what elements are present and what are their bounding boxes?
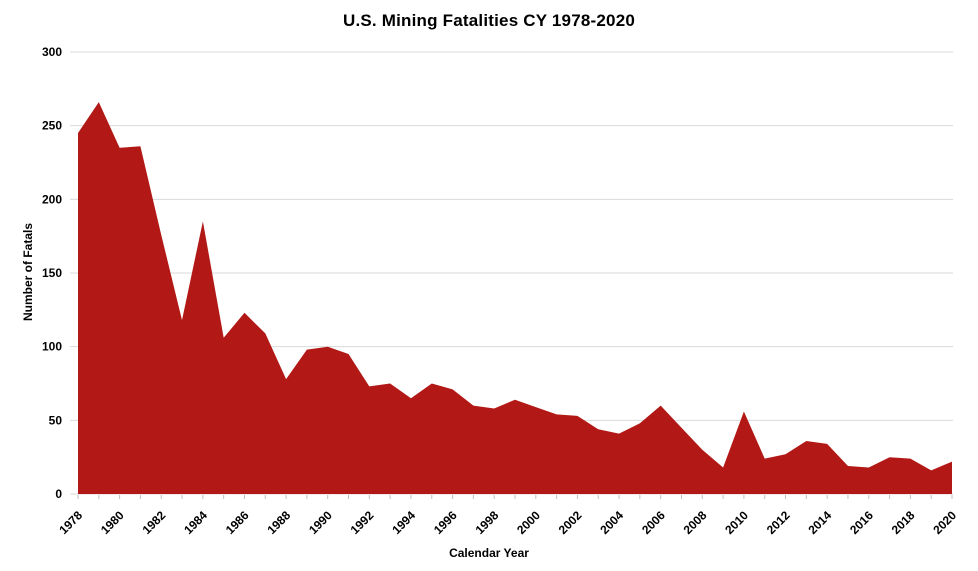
- x-tick-label: 1992: [348, 508, 377, 537]
- x-tick-label: 2000: [514, 508, 543, 537]
- x-tick-label: 1996: [431, 508, 460, 537]
- y-tick-label: 300: [42, 45, 62, 59]
- x-tick-label: 2018: [889, 508, 918, 537]
- x-tick-label: 1980: [98, 508, 127, 537]
- x-tick-label: 1994: [389, 508, 418, 537]
- x-tick-label: 2010: [722, 508, 751, 537]
- chart-title: U.S. Mining Fatalities CY 1978-2020: [342, 11, 635, 30]
- x-axis-title: Calendar Year: [449, 546, 529, 560]
- x-tick-label: 2020: [930, 508, 959, 537]
- y-tick-label: 150: [42, 266, 62, 280]
- y-tick-label: 200: [42, 192, 62, 206]
- x-tick-label: 2002: [556, 508, 585, 537]
- x-tick-label: 1998: [473, 508, 502, 537]
- x-tick-label: 1978: [56, 508, 85, 537]
- x-tick-label: 2004: [597, 508, 626, 537]
- y-tick-label: 50: [49, 413, 63, 427]
- y-tick-label: 250: [42, 119, 62, 133]
- x-tick-label: 1984: [181, 508, 210, 537]
- y-tick-label: 0: [55, 487, 62, 501]
- x-tick-label: 2008: [681, 508, 710, 537]
- x-tick-label: 1990: [306, 508, 335, 537]
- x-tick-label: 2012: [764, 508, 793, 537]
- x-tick-label: 2014: [805, 508, 834, 537]
- y-tick-label: 100: [42, 340, 62, 354]
- area-series: [78, 102, 952, 494]
- x-tick-label: 1988: [264, 508, 293, 537]
- x-tick-label: 1982: [140, 508, 169, 537]
- x-tick-label: 2006: [639, 508, 668, 537]
- x-tick-label: 1986: [223, 508, 252, 537]
- x-tick-label: 2016: [847, 508, 876, 537]
